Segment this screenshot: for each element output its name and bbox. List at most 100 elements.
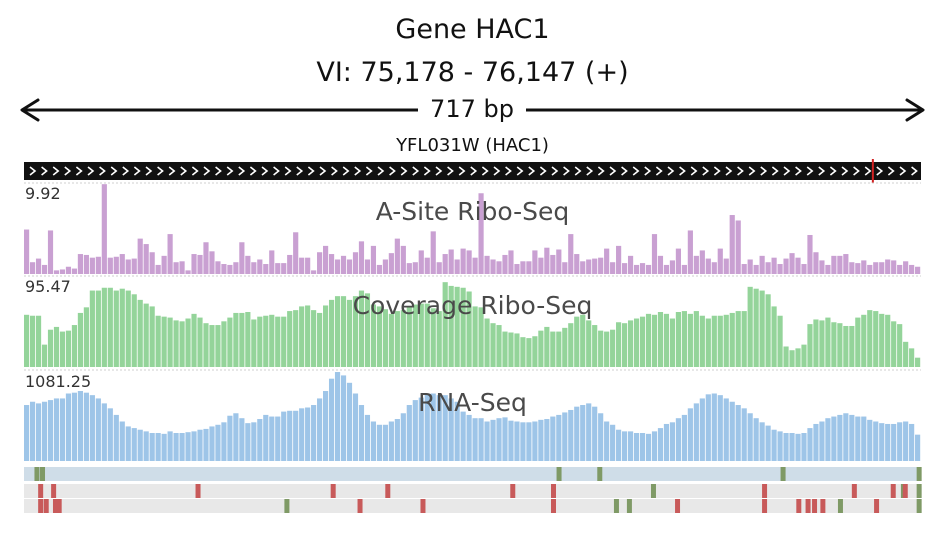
coverage-bar xyxy=(317,312,323,367)
rnaseq-bar xyxy=(113,414,119,461)
coverage-bar xyxy=(77,312,83,367)
feature-mark xyxy=(812,499,818,513)
rnaseq-bar xyxy=(364,414,371,461)
feature-mark xyxy=(51,484,57,498)
rnaseq-bar xyxy=(897,422,903,461)
asite-bar xyxy=(837,255,843,274)
strand-chevron-icon xyxy=(191,166,199,176)
rnaseq-bar xyxy=(574,406,580,461)
coverage-bar xyxy=(352,296,359,367)
asite-bar xyxy=(107,257,113,274)
feature-mark xyxy=(796,499,802,513)
rnaseq-bar xyxy=(334,372,341,461)
asite-bar xyxy=(693,255,699,274)
strand-chevron-icon xyxy=(563,166,570,176)
asite-bar xyxy=(574,254,580,274)
asite-bar xyxy=(179,261,185,274)
strand-chevron-icon xyxy=(435,166,443,176)
feature-mark xyxy=(820,499,826,513)
asite-bar xyxy=(269,250,275,274)
coverage-bar xyxy=(305,305,311,367)
rnaseq-bar xyxy=(215,424,221,461)
strand-chevron-icon xyxy=(481,166,489,176)
feature-mark xyxy=(38,484,44,498)
rnaseq-bar xyxy=(173,433,179,461)
coverage-bar xyxy=(657,312,664,367)
rnaseq-bar xyxy=(77,391,83,461)
asite-bar xyxy=(376,264,382,274)
coverage-bar xyxy=(909,348,915,367)
rnaseq-series xyxy=(24,372,921,461)
rnaseq-bar xyxy=(137,429,143,461)
rnaseq-bar xyxy=(436,395,442,461)
feature-mark xyxy=(385,484,391,498)
coverage-bar xyxy=(532,336,538,367)
asite-bar xyxy=(460,248,466,274)
strand-chevron-icon xyxy=(365,166,373,176)
rnaseq-bar xyxy=(645,433,652,461)
feature-mark xyxy=(556,467,562,481)
strand-chevron-icon xyxy=(899,166,907,176)
coverage-bar xyxy=(550,331,556,367)
coverage-bar xyxy=(95,290,101,367)
coverage-bar xyxy=(179,321,185,367)
coverage-bar xyxy=(239,312,245,367)
asite-bar xyxy=(681,264,687,274)
strand-chevron-icon xyxy=(180,166,188,176)
rnaseq-bar xyxy=(251,422,257,461)
asite-bar xyxy=(580,261,586,274)
asite-bar xyxy=(657,255,664,274)
strand-chevron-icon xyxy=(690,166,698,176)
asite-bar xyxy=(221,264,227,274)
rnaseq-bar xyxy=(616,429,622,461)
coverage-bar xyxy=(819,320,825,367)
asite-series xyxy=(24,184,921,275)
asite-bar xyxy=(490,259,496,274)
asite-bar xyxy=(639,263,646,274)
rnaseq-bar xyxy=(472,418,478,461)
coverage-bar xyxy=(622,323,628,367)
rnaseq-bar xyxy=(442,395,448,461)
coverage-bar xyxy=(771,306,777,367)
asite-bar xyxy=(909,264,915,274)
rnaseq-bar xyxy=(717,395,723,461)
asite-bar xyxy=(412,262,418,274)
asite-bar xyxy=(747,259,753,274)
asite-bar xyxy=(101,184,107,274)
rnaseq-bar xyxy=(53,398,60,461)
asite-bar xyxy=(825,264,831,274)
coverage-bar xyxy=(592,325,598,367)
strand-chevron-icon xyxy=(203,166,211,176)
coverage-bar xyxy=(580,314,586,367)
asite-bar xyxy=(753,264,759,274)
asite-bar xyxy=(622,263,628,274)
coverage-bar xyxy=(699,315,705,367)
feature-mark xyxy=(762,484,768,498)
coverage-bar xyxy=(891,321,897,367)
strand-chevron-icon xyxy=(806,166,814,176)
asite-bar xyxy=(813,252,819,274)
coverage-bar xyxy=(711,315,717,367)
strand-chevron-icon xyxy=(493,166,501,176)
asite-bar xyxy=(586,259,592,274)
arrow-left-icon xyxy=(20,98,40,122)
asite-bar xyxy=(245,255,251,274)
asite-bar xyxy=(538,257,544,274)
coverage-bar xyxy=(735,311,741,367)
asite-bar xyxy=(568,234,574,274)
asite-bar xyxy=(598,257,604,274)
asite-bar xyxy=(227,264,233,274)
rnaseq-bar xyxy=(197,429,203,461)
arrow-right-icon xyxy=(905,98,925,122)
coverage-bar xyxy=(807,324,813,367)
strand-chevron-icon xyxy=(841,166,849,176)
coverage-bar xyxy=(598,330,604,367)
asite-bar xyxy=(352,252,359,274)
asite-bar xyxy=(532,250,538,274)
coverage-bar xyxy=(454,286,460,367)
strand-chevron-icon xyxy=(307,166,315,176)
rnaseq-bar xyxy=(669,422,676,461)
feature-mark xyxy=(890,484,896,498)
asite-bar xyxy=(317,252,323,274)
asite-bar xyxy=(520,261,526,274)
